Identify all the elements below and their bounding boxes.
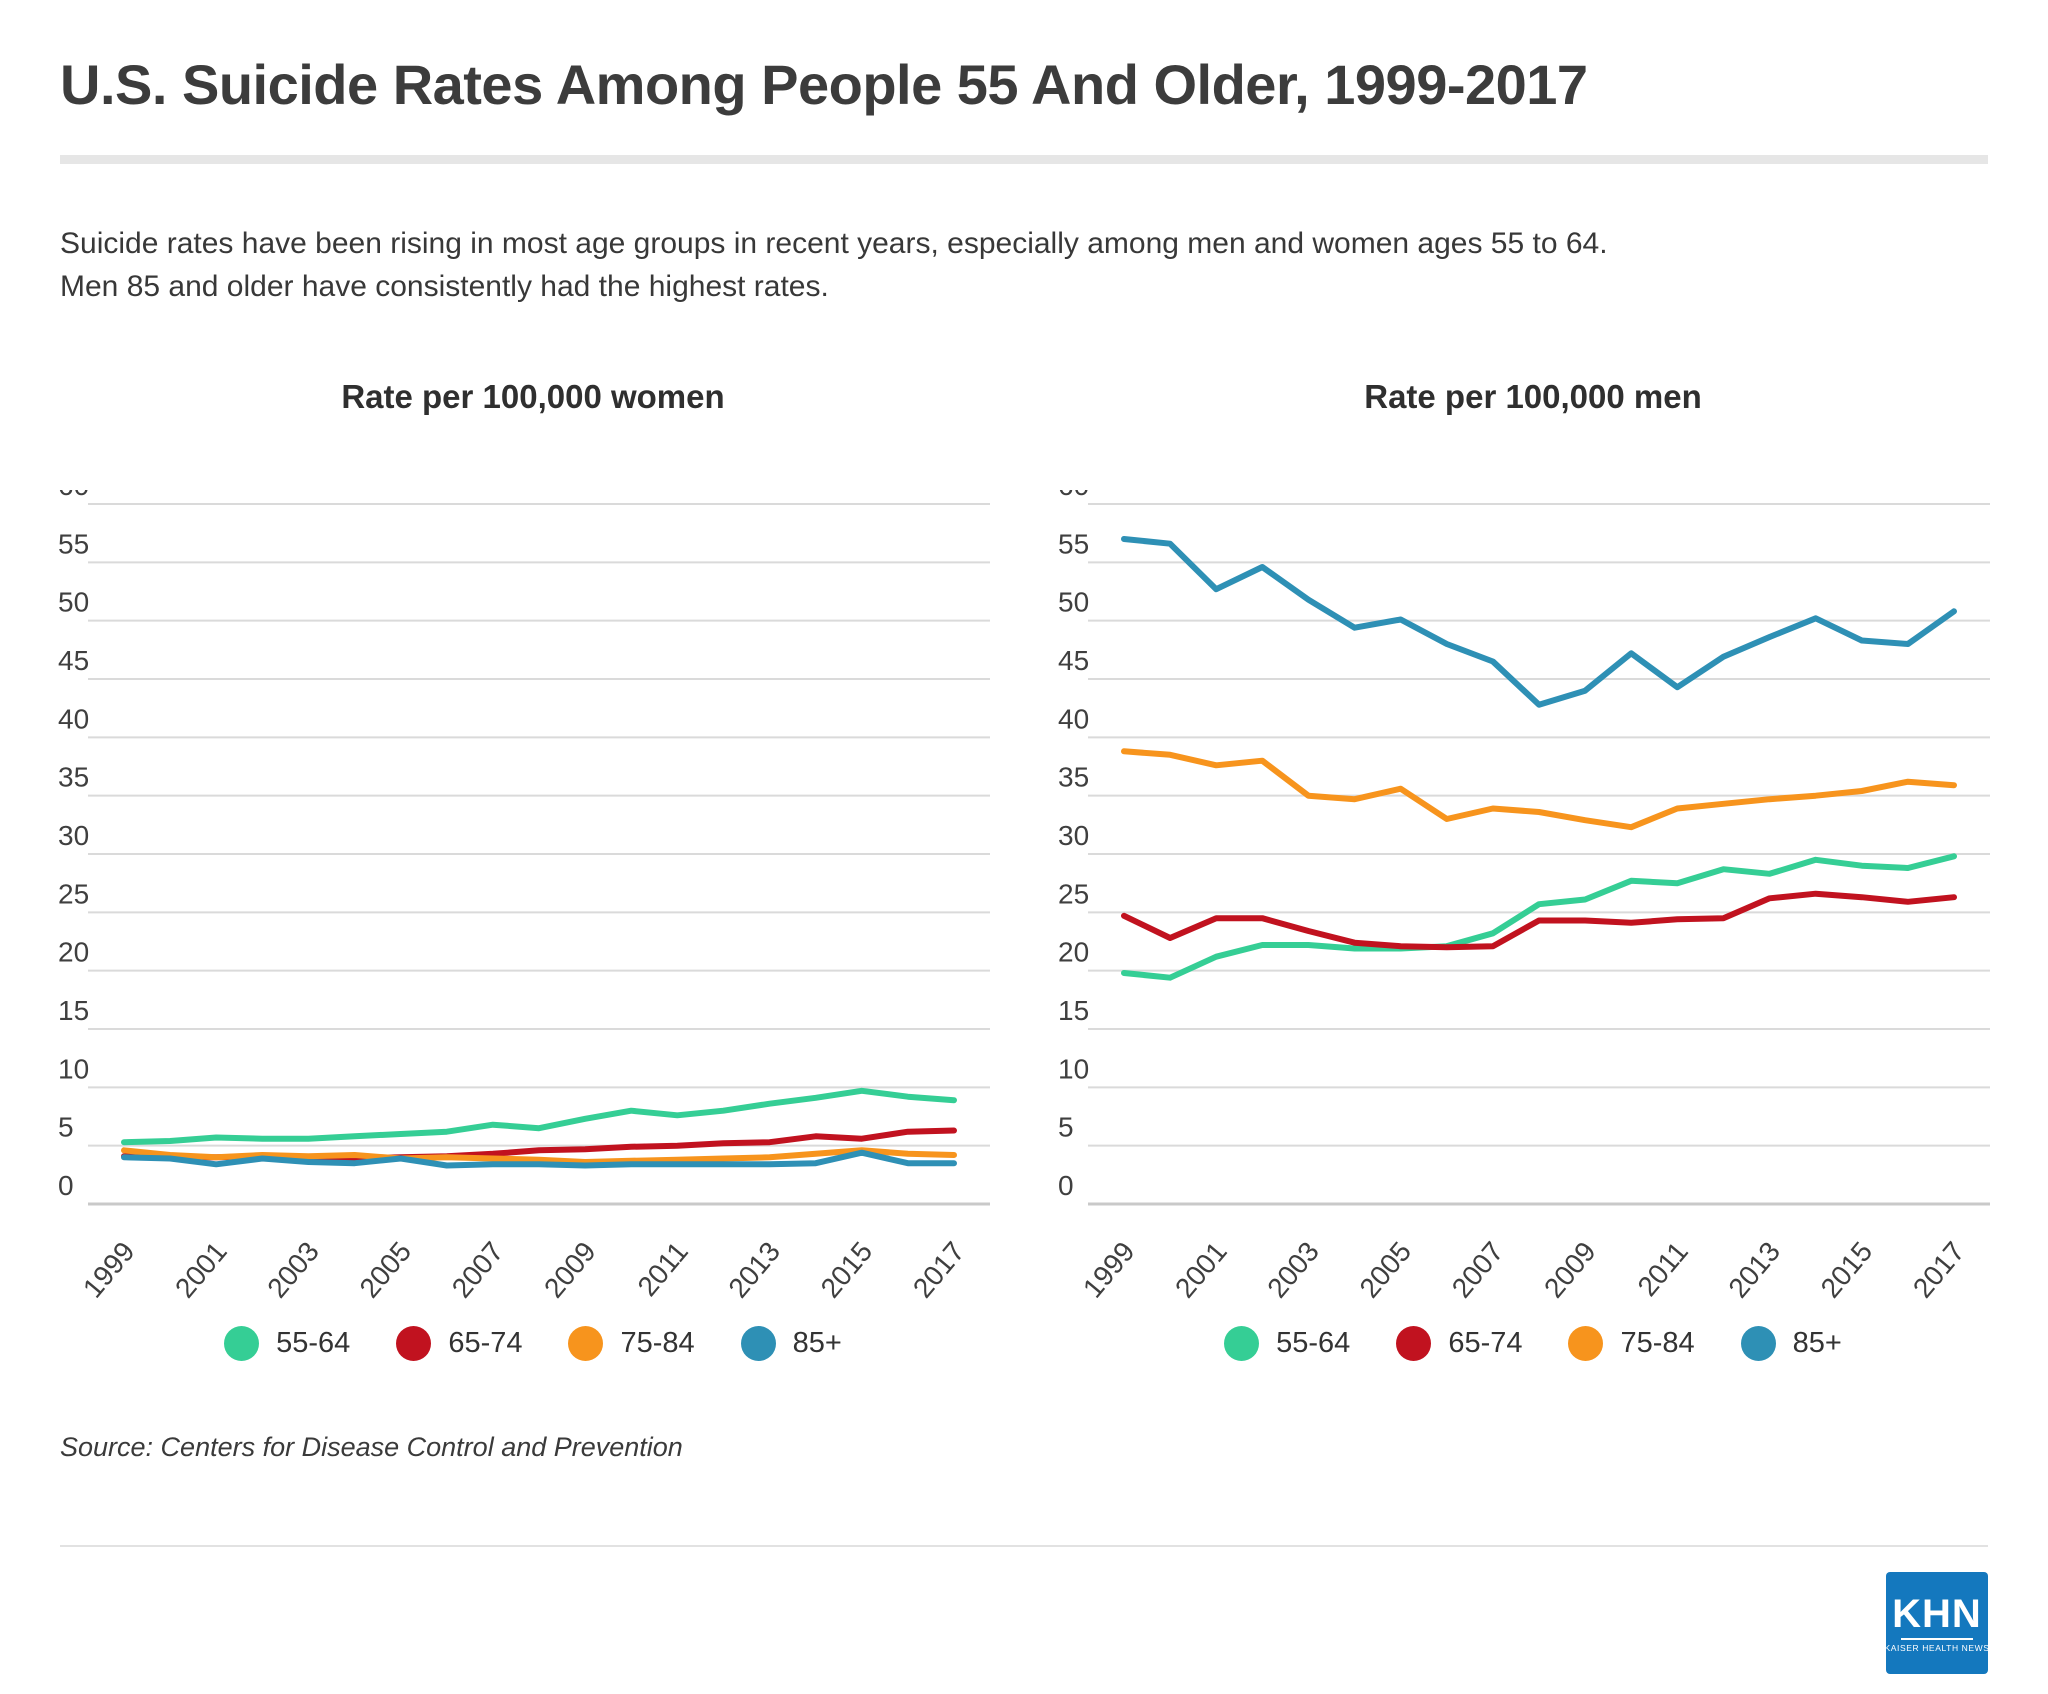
x-tick-label: 2017: [1907, 1236, 1971, 1304]
y-tick-label: 35: [1058, 762, 1089, 793]
legend-label: 55-64: [1276, 1327, 1351, 1359]
x-tick-label: 2015: [1815, 1236, 1879, 1304]
legend-item-65-74: 65-74: [396, 1326, 522, 1361]
series-line-55-64: [121, 1087, 957, 1146]
y-tick-label: 50: [58, 587, 89, 618]
subtitle-line-1: Suicide rates have been rising in most a…: [60, 227, 1608, 260]
khn-logo-rule: [1901, 1637, 1973, 1640]
series-line-85+: [1121, 536, 1957, 708]
y-tick-label: 25: [58, 878, 89, 909]
source-note: Source: Centers for Disease Control and …: [60, 1432, 683, 1462]
series-line-85+: [121, 1149, 957, 1169]
y-tick-label: 30: [1058, 820, 1089, 851]
legend-dot-55-64: [1224, 1326, 1260, 1361]
x-tick-label: 2003: [261, 1236, 325, 1304]
x-tick-label: 2015: [815, 1236, 879, 1304]
x-tick-label: 2009: [538, 1236, 602, 1304]
x-tick-label: 2011: [631, 1236, 693, 1302]
legend-label: 55-64: [276, 1327, 351, 1359]
legend-dot-65-74: [396, 1326, 432, 1361]
y-tick-label: 50: [1058, 587, 1089, 618]
legend-item-75-84: 75-84: [568, 1326, 695, 1361]
x-tick-label: 2003: [1261, 1236, 1325, 1304]
y-tick-label: 40: [1058, 703, 1089, 734]
y-tick-label: 0: [58, 1170, 74, 1201]
legend-label: 75-84: [1620, 1327, 1695, 1359]
women-line-chart: 6055504540353025201510501999200120032005…: [58, 490, 990, 1304]
x-tick-label: 2009: [1538, 1236, 1602, 1304]
y-tick-label: 10: [1058, 1053, 1089, 1084]
men-line-chart: 6055504540353025201510501999200120032005…: [1058, 490, 1990, 1304]
legend-dot-85+: [1740, 1326, 1776, 1361]
y-tick-label: 5: [1058, 1112, 1074, 1143]
y-tick-label: 0: [1058, 1170, 1074, 1201]
x-tick-label: 2001: [169, 1236, 233, 1304]
legend-dot-75-84: [1568, 1326, 1604, 1361]
series-line-75-84: [1121, 748, 1957, 831]
y-tick-label: 45: [58, 645, 89, 676]
legend-label: 65-74: [448, 1327, 523, 1359]
page-title: U.S. Suicide Rates Among People 55 And O…: [60, 53, 1588, 116]
y-tick-label: 60: [1058, 490, 1089, 501]
y-tick-label: 45: [1058, 645, 1089, 676]
legend-dot-75-84: [568, 1326, 604, 1361]
x-tick-label: 2001: [1169, 1236, 1233, 1304]
series-line-55-64: [1121, 853, 1957, 981]
women-chart-title: Rate per 100,000 women: [341, 378, 725, 415]
y-tick-label: 15: [1058, 995, 1089, 1026]
legend-item-55-64: 55-64: [224, 1326, 350, 1361]
x-tick-label: 2005: [353, 1236, 417, 1304]
x-tick-label: 2017: [907, 1236, 971, 1304]
men-chart-title: Rate per 100,000 men: [1364, 378, 1702, 415]
title-divider: [60, 155, 1988, 164]
y-tick-label: 55: [1058, 528, 1089, 559]
y-tick-label: 20: [58, 937, 89, 968]
y-tick-label: 30: [58, 820, 89, 851]
legend-item-85+: 85+: [740, 1326, 842, 1361]
legend-dot-85+: [740, 1326, 776, 1361]
x-tick-label: 2013: [1722, 1236, 1786, 1304]
legend-item-65-74: 65-74: [1396, 1326, 1522, 1361]
legend-dot-65-74: [1396, 1326, 1432, 1361]
y-tick-label: 10: [58, 1053, 89, 1084]
y-tick-label: 60: [58, 490, 89, 501]
men-chart-section: Rate per 100,000 men 6055504540353025201…: [1058, 378, 2008, 1388]
y-tick-label: 25: [1058, 878, 1089, 909]
footer-divider: [60, 1545, 1988, 1547]
subtitle: Suicide rates have been rising in most a…: [60, 222, 1980, 308]
x-tick-label: 2013: [722, 1236, 786, 1304]
legend-label: 75-84: [620, 1327, 695, 1359]
khn-logo-text: KHN: [1892, 1591, 1982, 1636]
y-tick-label: 15: [58, 995, 89, 1026]
series-line-75-84: [121, 1147, 957, 1165]
x-tick-label: 2007: [1446, 1236, 1510, 1304]
x-tick-label: 2011: [1631, 1236, 1693, 1302]
y-tick-label: 40: [58, 703, 89, 734]
x-tick-label: 2007: [446, 1236, 510, 1304]
women-legend: 55-64 65-74 75-84 85+: [58, 1326, 1008, 1361]
legend-item-75-84: 75-84: [1568, 1326, 1695, 1361]
legend-label: 85+: [1792, 1327, 1842, 1359]
legend-label: 85+: [792, 1327, 842, 1359]
y-tick-label: 55: [58, 528, 89, 559]
legend-label: 65-74: [1448, 1327, 1523, 1359]
series-line-65-74: [1121, 890, 1957, 951]
legend-dot-55-64: [224, 1326, 260, 1361]
khn-logo: KHN KAISER HEALTH NEWS: [1884, 1572, 1990, 1674]
legend-item-85+: 85+: [1740, 1326, 1842, 1361]
women-chart-section: Rate per 100,000 women 60555045403530252…: [58, 378, 1008, 1388]
x-tick-label: 1999: [1077, 1236, 1141, 1304]
legend-item-55-64: 55-64: [1224, 1326, 1350, 1361]
x-tick-label: 2005: [1353, 1236, 1417, 1304]
khn-logo-subtext: KAISER HEALTH NEWS: [1884, 1642, 1990, 1653]
subtitle-line-2: Men 85 and older have consistently had t…: [60, 270, 829, 303]
y-tick-label: 20: [1058, 937, 1089, 968]
y-tick-label: 5: [58, 1112, 74, 1143]
x-tick-label: 1999: [77, 1236, 141, 1304]
men-legend: 55-64 65-74 75-84 85+: [1058, 1326, 2008, 1361]
y-tick-label: 35: [58, 762, 89, 793]
